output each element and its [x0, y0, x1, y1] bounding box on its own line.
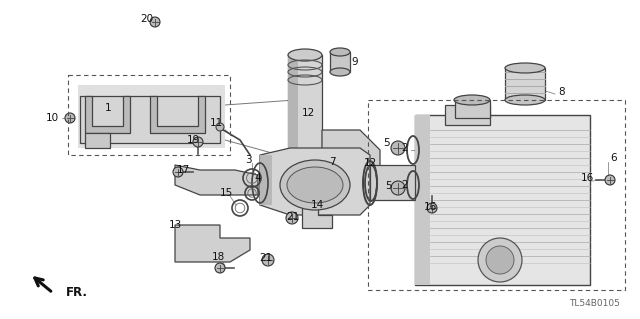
- Text: 12: 12: [364, 158, 376, 168]
- Polygon shape: [85, 96, 130, 133]
- Circle shape: [427, 203, 437, 213]
- Text: 10: 10: [45, 113, 59, 123]
- Ellipse shape: [287, 167, 343, 203]
- Circle shape: [65, 113, 75, 123]
- Text: 3: 3: [244, 155, 252, 165]
- Ellipse shape: [505, 63, 545, 73]
- Text: 19: 19: [186, 135, 200, 145]
- Polygon shape: [330, 52, 350, 72]
- Text: TL54B0105: TL54B0105: [569, 299, 620, 308]
- Text: 5: 5: [383, 138, 389, 148]
- Text: 20: 20: [140, 14, 154, 24]
- Polygon shape: [322, 130, 380, 175]
- Polygon shape: [415, 115, 590, 285]
- Text: 15: 15: [220, 188, 232, 198]
- Polygon shape: [175, 225, 250, 262]
- Circle shape: [391, 141, 405, 155]
- Text: 18: 18: [211, 252, 225, 262]
- Text: 17: 17: [177, 165, 189, 175]
- Polygon shape: [260, 148, 370, 215]
- Polygon shape: [288, 55, 322, 175]
- Polygon shape: [260, 155, 272, 205]
- Ellipse shape: [288, 169, 322, 181]
- Text: 4: 4: [255, 173, 261, 183]
- Circle shape: [391, 181, 405, 195]
- Text: 21: 21: [259, 253, 273, 263]
- Polygon shape: [455, 100, 490, 118]
- Circle shape: [286, 212, 298, 224]
- Circle shape: [215, 263, 225, 273]
- Ellipse shape: [505, 95, 545, 105]
- Circle shape: [262, 254, 274, 266]
- Text: 21: 21: [286, 212, 300, 222]
- Polygon shape: [302, 200, 332, 228]
- Text: 14: 14: [310, 200, 324, 210]
- Ellipse shape: [454, 95, 490, 105]
- Text: 11: 11: [209, 118, 223, 128]
- Circle shape: [150, 17, 160, 27]
- Circle shape: [478, 238, 522, 282]
- Polygon shape: [505, 68, 545, 100]
- Text: 12: 12: [301, 108, 315, 118]
- Polygon shape: [80, 96, 220, 143]
- Text: 2: 2: [402, 143, 408, 153]
- Text: 13: 13: [168, 220, 182, 230]
- Circle shape: [486, 246, 514, 274]
- Polygon shape: [415, 115, 430, 285]
- Text: 6: 6: [611, 153, 618, 163]
- Ellipse shape: [280, 160, 350, 210]
- Polygon shape: [85, 133, 110, 148]
- Text: FR.: FR.: [66, 286, 88, 299]
- Bar: [68, 75, 230, 155]
- Ellipse shape: [330, 68, 350, 76]
- Text: 1: 1: [105, 103, 111, 113]
- Text: 5: 5: [386, 181, 392, 191]
- Circle shape: [193, 137, 203, 147]
- Polygon shape: [175, 165, 258, 195]
- Bar: [368, 100, 625, 290]
- Text: 16: 16: [424, 202, 436, 212]
- Text: 8: 8: [559, 87, 565, 97]
- Text: 9: 9: [352, 57, 358, 67]
- Text: 2: 2: [402, 180, 408, 190]
- Circle shape: [216, 123, 224, 131]
- Text: 7: 7: [329, 157, 335, 167]
- Polygon shape: [445, 105, 490, 125]
- Text: 16: 16: [580, 173, 594, 183]
- Ellipse shape: [288, 49, 322, 61]
- Polygon shape: [78, 85, 225, 148]
- Ellipse shape: [330, 48, 350, 56]
- Polygon shape: [150, 96, 205, 133]
- Polygon shape: [370, 165, 415, 200]
- Circle shape: [173, 167, 183, 177]
- Circle shape: [605, 175, 615, 185]
- Polygon shape: [288, 55, 298, 175]
